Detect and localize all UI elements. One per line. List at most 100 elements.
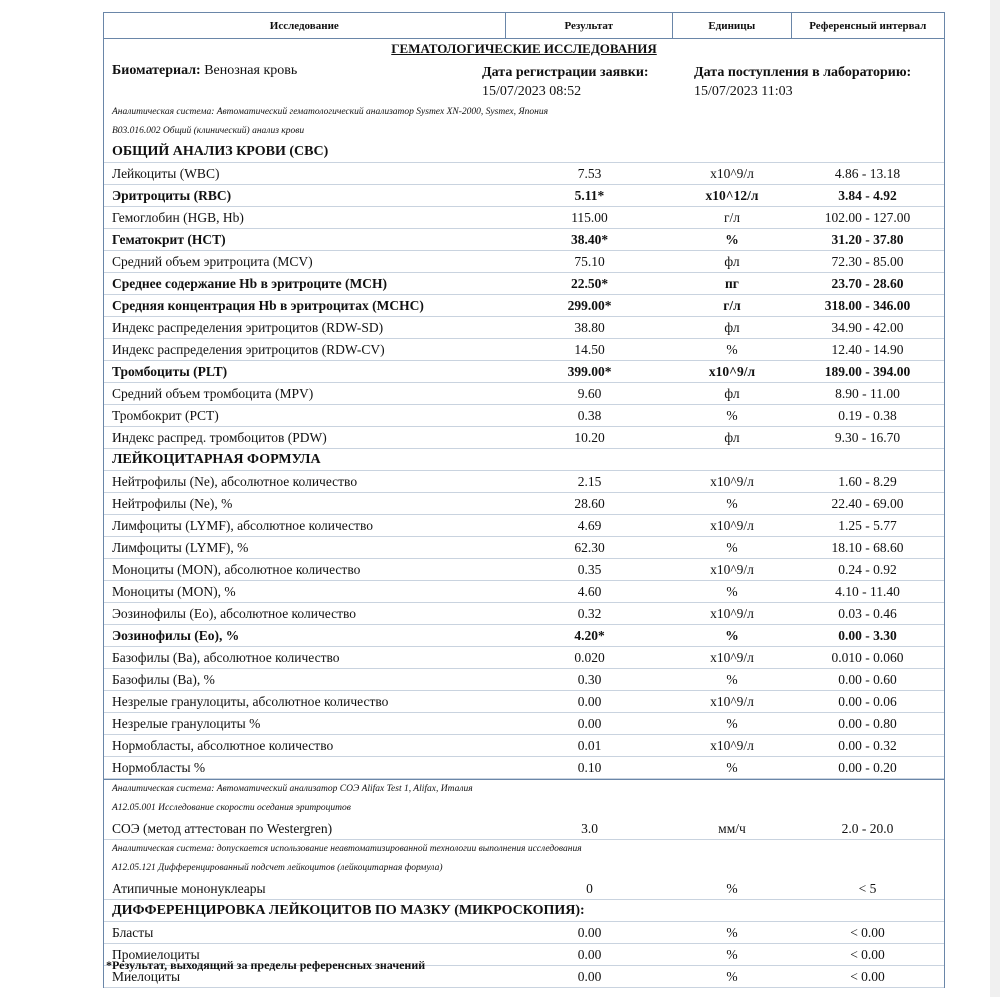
row-units: x10^9/л xyxy=(710,562,754,577)
row-name: Индекс распределения эритроцитов (RDW-CV… xyxy=(112,342,385,357)
row-name: ОБЩИЙ АНАЛИЗ КРОВИ (CBC) xyxy=(112,144,329,159)
row-name: Эозинофилы (Eo), абсолютное количество xyxy=(112,606,357,621)
analyzer-note: Аналитическая система: Автоматический ге… xyxy=(112,107,548,117)
row-reference: 0.00 - 0.80 xyxy=(838,716,897,731)
table-row: Индекс распределения эритроцитов (RDW-SD… xyxy=(104,317,944,339)
row-name: Базофилы (Ba), абсолютное количество xyxy=(112,650,340,665)
row-result: 0.00 xyxy=(577,694,602,709)
row-units: x10^9/л xyxy=(710,650,754,665)
row-result: 38.40* xyxy=(570,232,609,247)
row-reference: 12.40 - 14.90 xyxy=(831,342,904,357)
row-reference: 23.70 - 28.60 xyxy=(831,276,904,291)
table-row: Гемоглобин (HGB, Hb) 115.00 г/л 102.00 - 12… xyxy=(104,207,944,229)
row-result: 399.00* xyxy=(567,364,612,379)
row-result: 4.69 xyxy=(577,518,602,533)
row-units: x10^9/л xyxy=(710,694,754,709)
row-name: Средний объем эритроцита (MCV) xyxy=(112,254,313,269)
row-result: 75.10 xyxy=(574,254,605,269)
table-row: Средний объем эритроцита (MCV) 75.10 фл 72.… xyxy=(104,251,944,273)
section-title: ГЕМАТОЛОГИЧЕСКИЕ ИССЛЕДОВАНИЯ xyxy=(391,41,657,56)
row-name: Промиелоциты xyxy=(112,947,200,962)
table-row-esr: СОЭ (метод аттестован по Westergren) 3.0… xyxy=(104,818,944,840)
row-reference: 22.40 - 69.00 xyxy=(831,496,904,511)
row-reference: 4.10 - 11.40 xyxy=(835,584,900,599)
row-result: 14.50 xyxy=(574,342,605,357)
row-units: пг xyxy=(725,276,739,291)
row-name: Нейтрофилы (Ne), % xyxy=(112,496,233,511)
header-units: Единицы xyxy=(673,13,792,38)
row-result: 5.11* xyxy=(574,188,605,203)
row-name: Тромбокрит (PCT) xyxy=(112,408,219,423)
row-result: 0.32 xyxy=(577,606,602,621)
row-reference: 8.90 - 11.00 xyxy=(835,386,900,401)
table-row: Нормобласты, абсолютное количество 0.01 x1… xyxy=(104,735,944,757)
row-units: % xyxy=(726,925,738,940)
row-result: 7.53 xyxy=(577,166,602,181)
biomaterial-value: Венозная кровь xyxy=(204,63,298,78)
row-name: Средняя концентрация Hb в эритроцитах (M… xyxy=(112,298,424,313)
row-units: фл xyxy=(724,430,740,445)
row-name: Эозинофилы (Eo), % xyxy=(112,628,240,643)
row-units: мм/ч xyxy=(718,821,746,836)
row-result: 0.01 xyxy=(577,738,602,753)
row-result: 0.00 xyxy=(577,969,602,984)
table-row: Нейтрофилы (Ne), % 28.60% 22.40 - 69.00 xyxy=(104,493,944,515)
row-reference: 102.00 - 127.00 xyxy=(824,210,911,225)
row-name: Миелоциты xyxy=(112,969,181,984)
row-name: СОЭ (метод аттестован по Westergren) xyxy=(112,821,333,836)
header-study: Исследование xyxy=(104,13,506,38)
table-row: Лейкоциты (WBC) 7.53 x10^9/л 4.86 - 13.18 xyxy=(104,163,944,185)
header-result: Результат xyxy=(506,13,673,38)
header-reference: Референсный интервал xyxy=(809,19,927,32)
row-units: % xyxy=(726,947,738,962)
row-reference: 0.00 - 0.32 xyxy=(838,738,897,753)
row-reference: 72.30 - 85.00 xyxy=(831,254,904,269)
test-code-note: B03.016.002 Общий (клинический) анализ к… xyxy=(112,126,305,136)
row-name: Моноциты (MON), абсолютное количество xyxy=(112,562,361,577)
row-name: Лимфоциты (LYMF), % xyxy=(112,540,249,555)
sample-info: Биоматериал: Венозная кровь Дата регистр… xyxy=(104,59,944,103)
row-reference: < 0.00 xyxy=(850,947,885,962)
row-name: Базофилы (Ba), % xyxy=(112,672,215,687)
row-reference: 34.90 - 42.00 xyxy=(831,320,904,335)
row-reference: 0.19 - 0.38 xyxy=(838,408,897,423)
row-name: Индекс распределения эритроцитов (RDW-SD… xyxy=(112,320,384,335)
row-result: 0.38 xyxy=(577,408,602,423)
analyzer-note: Аналитическая система: допускается испол… xyxy=(112,844,582,854)
row-units: г/л xyxy=(723,210,741,225)
row-name: Гематокрит (HCT) xyxy=(112,232,226,247)
row-reference: 9.30 - 16.70 xyxy=(834,430,901,445)
table-row: Нормобласты % 0.10% 0.00 - 0.20 xyxy=(104,757,944,779)
row-reference: 31.20 - 37.80 xyxy=(831,232,904,247)
arrival-label: Дата поступления в лабораторию: xyxy=(694,65,912,80)
row-units: % xyxy=(725,232,739,247)
row-name: Тромбоциты (PLT) xyxy=(112,364,228,379)
row-result: 38.80 xyxy=(574,320,605,335)
row-name: Нормобласты % xyxy=(112,760,206,775)
section-header-row: ДИФФЕРЕНЦИРОВКА ЛЕЙКОЦИТОВ ПО МАЗКУ (МИК… xyxy=(104,900,944,922)
biomaterial-label: Биоматериал: xyxy=(112,63,201,78)
analyzer-note: Аналитическая система: Автоматический ан… xyxy=(104,779,944,799)
row-result: 299.00* xyxy=(567,298,612,313)
row-units: % xyxy=(726,716,738,731)
row-units: % xyxy=(726,540,738,555)
table-header: Исследование Результат Единицы Референсн… xyxy=(104,13,944,39)
table-row: Моноциты (MON), абсолютное количество 0.3… xyxy=(104,559,944,581)
row-reference: < 5 xyxy=(858,881,877,896)
row-units: % xyxy=(726,969,738,984)
table-row: Промиелоциты 0.00% < 0.00 xyxy=(104,944,944,966)
row-reference: < 0.00 xyxy=(850,969,885,984)
row-result: 62.30 xyxy=(574,540,605,555)
table-row: Моноциты (MON), % 4.60% 4.10 - 11.40 xyxy=(104,581,944,603)
row-name: Незрелые гранулоциты % xyxy=(112,716,261,731)
row-units: x10^9/л xyxy=(710,606,754,621)
row-name: Атипичные мононуклеары xyxy=(112,881,266,896)
row-units: г/л xyxy=(723,298,741,313)
row-reference: 0.24 - 0.92 xyxy=(838,562,897,577)
row-name: Средний объем тромбоцита (MPV) xyxy=(112,386,314,401)
row-result: 28.60 xyxy=(574,496,605,511)
table-row: Средний объем тромбоцита (MPV) 9.60 фл 8.90… xyxy=(104,383,944,405)
table-row: Эритроциты (RBC) 5.11* x10^12/л 3.84 - 4.92 xyxy=(104,185,944,207)
row-name: Моноциты (MON), % xyxy=(112,584,236,599)
row-reference: 189.00 - 394.00 xyxy=(824,364,911,379)
